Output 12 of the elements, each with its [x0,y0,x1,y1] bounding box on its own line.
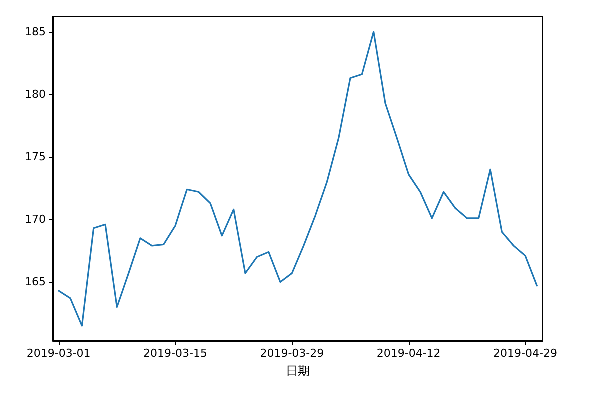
x-tick-label: 2019-03-15 [144,347,208,360]
y-tick-label: 170 [25,213,46,226]
x-tick-label: 2019-04-12 [376,347,441,360]
x-tick-label: 2019-03-01 [26,347,91,360]
x-axis-title: 日期 [286,364,310,378]
line-series [58,31,538,327]
y-tick-label: 185 [25,26,46,39]
y-tick-label: 175 [25,150,46,164]
y-tick-label: 180 [25,88,46,102]
x-tick-label: 2019-04-29 [494,347,558,360]
y-tick-label: 165 [25,276,46,289]
x-tick-label: 2019-03-29 [260,347,324,360]
